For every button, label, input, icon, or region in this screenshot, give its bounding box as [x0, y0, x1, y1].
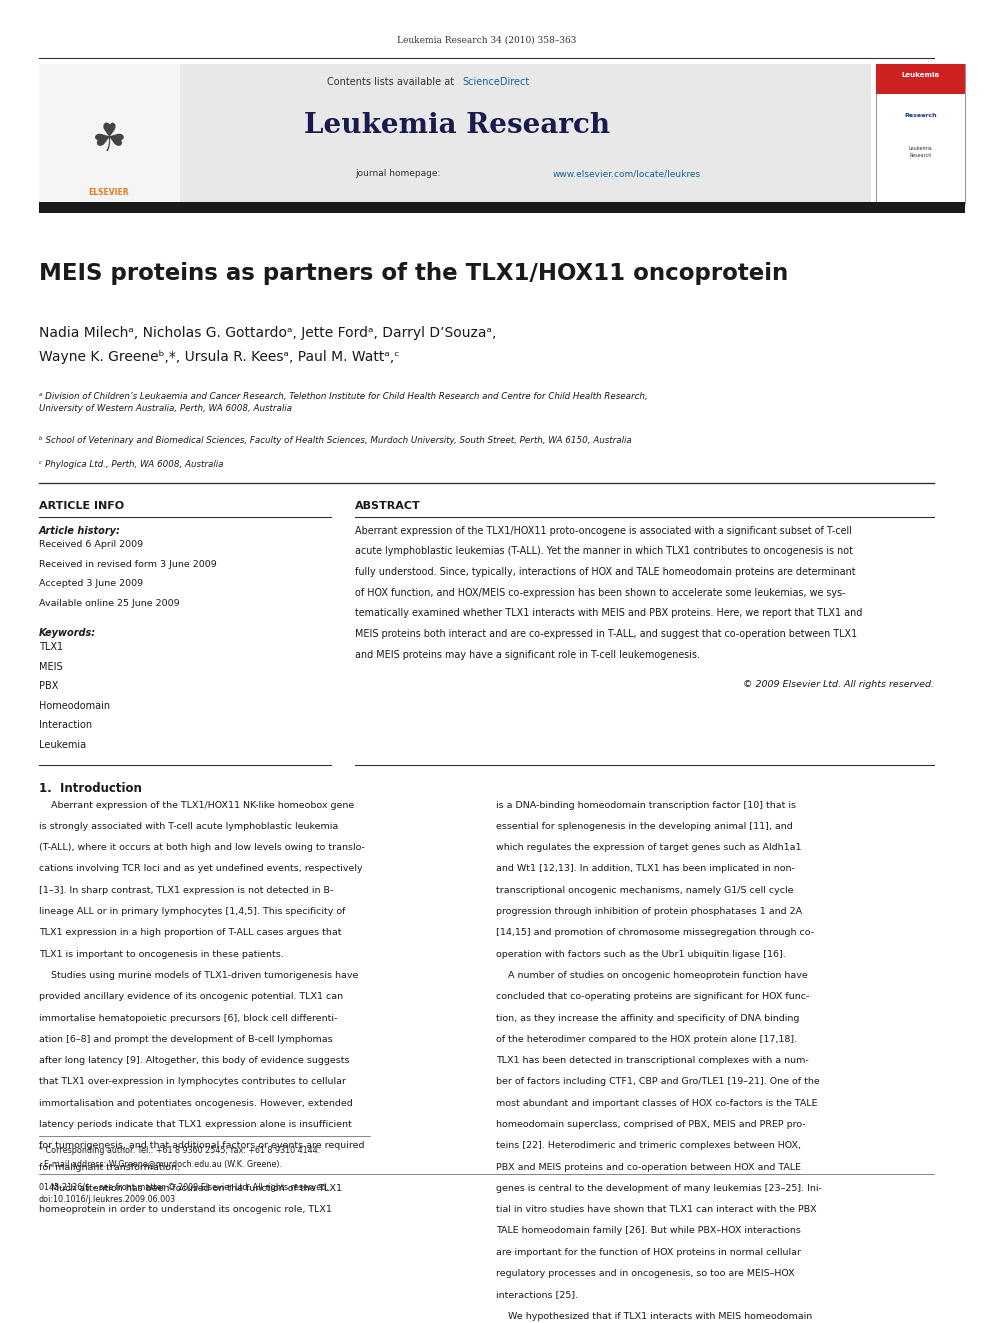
- Text: * Corresponding author. Tel.: +61 8 9360 2545; fax: +61 8 9310 4144.
  E-mail ad: * Corresponding author. Tel.: +61 8 9360…: [39, 1146, 320, 1168]
- Text: interactions [25].: interactions [25].: [496, 1290, 578, 1299]
- Text: Homeodomain: Homeodomain: [39, 701, 110, 710]
- Text: Received in revised form 3 June 2009: Received in revised form 3 June 2009: [39, 560, 216, 569]
- Text: concluded that co-operating proteins are significant for HOX func-: concluded that co-operating proteins are…: [496, 992, 809, 1002]
- Text: Research: Research: [904, 112, 936, 118]
- Text: ation [6–8] and prompt the development of B-cell lymphomas: ation [6–8] and prompt the development o…: [39, 1035, 332, 1044]
- Text: ᵇ School of Veterinary and Biomedical Sciences, Faculty of Health Sciences, Murd: ᵇ School of Veterinary and Biomedical Sc…: [39, 435, 632, 445]
- Text: and MEIS proteins may have a significant role in T-cell leukemogenesis.: and MEIS proteins may have a significant…: [355, 650, 700, 660]
- Text: www.elsevier.com/locate/leukres: www.elsevier.com/locate/leukres: [553, 169, 700, 179]
- Text: Accepted 3 June 2009: Accepted 3 June 2009: [39, 579, 143, 589]
- Text: ScienceDirect: ScienceDirect: [462, 77, 530, 86]
- FancyBboxPatch shape: [876, 65, 965, 94]
- Text: journal homepage:: journal homepage:: [355, 169, 443, 179]
- Text: for malignant transformation.: for malignant transformation.: [39, 1163, 180, 1172]
- FancyBboxPatch shape: [876, 65, 965, 205]
- Text: ᵃ Division of Children’s Leukaemia and Cancer Research, Telethon Institute for C: ᵃ Division of Children’s Leukaemia and C…: [39, 392, 648, 413]
- Text: TLX1 has been detected in transcriptional complexes with a num-: TLX1 has been detected in transcriptiona…: [496, 1056, 808, 1065]
- Text: Much attention has been focused on the function of the TLX1: Much attention has been focused on the f…: [39, 1184, 342, 1193]
- FancyBboxPatch shape: [39, 202, 965, 213]
- Text: homeodomain superclass, comprised of PBX, MEIS and PREP pro-: homeodomain superclass, comprised of PBX…: [496, 1121, 806, 1129]
- Text: ᶜ Phylogica Ltd., Perth, WA 6008, Australia: ᶜ Phylogica Ltd., Perth, WA 6008, Austra…: [39, 460, 223, 468]
- Text: tion, as they increase the affinity and specificity of DNA binding: tion, as they increase the affinity and …: [496, 1013, 800, 1023]
- Text: We hypothesized that if TLX1 interacts with MEIS homeodomain: We hypothesized that if TLX1 interacts w…: [496, 1311, 812, 1320]
- Text: ARTICLE INFO: ARTICLE INFO: [39, 501, 124, 511]
- Text: operation with factors such as the Ubr1 ubiquitin ligase [16].: operation with factors such as the Ubr1 …: [496, 950, 786, 959]
- Text: latency periods indicate that TLX1 expression alone is insufficient: latency periods indicate that TLX1 expre…: [39, 1121, 351, 1129]
- Text: immortalisation and potentiates oncogenesis. However, extended: immortalisation and potentiates oncogene…: [39, 1098, 353, 1107]
- Text: TLX1 expression in a high proportion of T-ALL cases argues that: TLX1 expression in a high proportion of …: [39, 929, 341, 938]
- Text: Leukemia: Leukemia: [39, 740, 86, 750]
- Text: TLX1 is important to oncogenesis in these patients.: TLX1 is important to oncogenesis in thes…: [39, 950, 284, 959]
- Text: MEIS proteins as partners of the TLX1/HOX11 oncoprotein: MEIS proteins as partners of the TLX1/HO…: [39, 262, 789, 284]
- Text: A number of studies on oncogenic homeoprotein function have: A number of studies on oncogenic homeopr…: [496, 971, 807, 980]
- Text: MEIS proteins both interact and are co-expressed in T-ALL, and suggest that co-o: MEIS proteins both interact and are co-e…: [355, 628, 857, 639]
- Text: Wayne K. Greeneᵇ,*, Ursula R. Keesᵃ, Paul M. Wattᵃ,ᶜ: Wayne K. Greeneᵇ,*, Ursula R. Keesᵃ, Pau…: [39, 351, 400, 364]
- Text: Nadia Milechᵃ, Nicholas G. Gottardoᵃ, Jette Fordᵃ, Darryl D’Souzaᵃ,: Nadia Milechᵃ, Nicholas G. Gottardoᵃ, Je…: [39, 325, 496, 340]
- Text: Article history:: Article history:: [39, 525, 121, 536]
- Text: is strongly associated with T-cell acute lymphoblastic leukemia: is strongly associated with T-cell acute…: [39, 822, 338, 831]
- Text: essential for splenogenesis in the developing animal [11], and: essential for splenogenesis in the devel…: [496, 822, 793, 831]
- Text: homeoprotein in order to understand its oncogenic role, TLX1: homeoprotein in order to understand its …: [39, 1205, 331, 1215]
- Text: transcriptional oncogenic mechanisms, namely G1/S cell cycle: transcriptional oncogenic mechanisms, na…: [496, 886, 794, 894]
- Text: progression through inhibition of protein phosphatases 1 and 2A: progression through inhibition of protei…: [496, 908, 803, 916]
- Text: after long latency [9]. Altogether, this body of evidence suggests: after long latency [9]. Altogether, this…: [39, 1056, 349, 1065]
- Text: Leukemia: Leukemia: [902, 73, 939, 78]
- Text: Interaction: Interaction: [39, 720, 92, 730]
- Text: [1–3]. In sharp contrast, TLX1 expression is not detected in B-: [1–3]. In sharp contrast, TLX1 expressio…: [39, 886, 333, 894]
- Text: PBX and MEIS proteins and co-operation between HOX and TALE: PBX and MEIS proteins and co-operation b…: [496, 1163, 802, 1172]
- Text: which regulates the expression of target genes such as Aldh1a1: which regulates the expression of target…: [496, 843, 802, 852]
- Text: [14,15] and promotion of chromosome missegregation through co-: [14,15] and promotion of chromosome miss…: [496, 929, 814, 938]
- Text: of HOX function, and HOX/MEIS co-expression has been shown to accelerate some le: of HOX function, and HOX/MEIS co-express…: [355, 587, 846, 598]
- Text: for tumorigenesis, and that additional factors or events are required: for tumorigenesis, and that additional f…: [39, 1142, 364, 1150]
- Text: Received 6 April 2009: Received 6 April 2009: [39, 540, 143, 549]
- FancyBboxPatch shape: [39, 65, 871, 205]
- Text: Available online 25 June 2009: Available online 25 June 2009: [39, 598, 180, 607]
- Text: Keywords:: Keywords:: [39, 628, 96, 638]
- Text: ELSEVIER: ELSEVIER: [88, 188, 129, 197]
- Text: 0145-2126/$ – see front matter © 2009 Elsevier Ltd. All rights reserved.
doi:10.: 0145-2126/$ – see front matter © 2009 El…: [39, 1183, 328, 1204]
- Text: genes is central to the development of many leukemias [23–25]. Ini-: genes is central to the development of m…: [496, 1184, 822, 1193]
- Text: MEIS: MEIS: [39, 662, 62, 672]
- Text: fully understood. Since, typically, interactions of HOX and TALE homeodomain pro: fully understood. Since, typically, inte…: [355, 568, 855, 577]
- Text: TALE homeodomain family [26]. But while PBX–HOX interactions: TALE homeodomain family [26]. But while …: [496, 1226, 801, 1236]
- Text: ABSTRACT: ABSTRACT: [355, 501, 421, 511]
- Text: and Wt1 [12,13]. In addition, TLX1 has been implicated in non-: and Wt1 [12,13]. In addition, TLX1 has b…: [496, 864, 795, 873]
- Text: tematically examined whether TLX1 interacts with MEIS and PBX proteins. Here, we: tematically examined whether TLX1 intera…: [355, 609, 862, 618]
- Text: immortalise hematopoietic precursors [6], block cell differenti-: immortalise hematopoietic precursors [6]…: [39, 1013, 337, 1023]
- Text: ☘: ☘: [91, 120, 126, 159]
- Text: PBX: PBX: [39, 681, 59, 692]
- Text: regulatory processes and in oncogenesis, so too are MEIS–HOX: regulatory processes and in oncogenesis,…: [496, 1269, 795, 1278]
- Text: Aberrant expression of the TLX1/HOX11 NK-like homeobox gene: Aberrant expression of the TLX1/HOX11 NK…: [39, 800, 354, 810]
- Text: (T-ALL), where it occurs at both high and low levels owing to translo-: (T-ALL), where it occurs at both high an…: [39, 843, 365, 852]
- Text: is a DNA-binding homeodomain transcription factor [10] that is: is a DNA-binding homeodomain transcripti…: [496, 800, 797, 810]
- Text: are important for the function of HOX proteins in normal cellular: are important for the function of HOX pr…: [496, 1248, 802, 1257]
- Text: cations involving TCR loci and as yet undefined events, respectively: cations involving TCR loci and as yet un…: [39, 864, 362, 873]
- Text: that TLX1 over-expression in lymphocytes contributes to cellular: that TLX1 over-expression in lymphocytes…: [39, 1077, 346, 1086]
- Text: Leukemia Research 34 (2010) 358–363: Leukemia Research 34 (2010) 358–363: [397, 36, 576, 45]
- Text: Leukemia Research: Leukemia Research: [305, 112, 610, 139]
- Text: acute lymphoblastic leukemias (T-ALL). Yet the manner in which TLX1 contributes : acute lymphoblastic leukemias (T-ALL). Y…: [355, 546, 853, 556]
- FancyBboxPatch shape: [39, 65, 180, 205]
- Text: Leukemia
Research: Leukemia Research: [909, 147, 932, 157]
- Text: of the heterodimer compared to the HOX protein alone [17,18].: of the heterodimer compared to the HOX p…: [496, 1035, 798, 1044]
- Text: © 2009 Elsevier Ltd. All rights reserved.: © 2009 Elsevier Ltd. All rights reserved…: [743, 680, 933, 689]
- Text: teins [22]. Heterodimeric and trimeric complexes between HOX,: teins [22]. Heterodimeric and trimeric c…: [496, 1142, 802, 1150]
- Text: tial in vitro studies have shown that TLX1 can interact with the PBX: tial in vitro studies have shown that TL…: [496, 1205, 816, 1215]
- Text: Studies using murine models of TLX1-driven tumorigenesis have: Studies using murine models of TLX1-driv…: [39, 971, 358, 980]
- Text: Contents lists available at: Contents lists available at: [327, 77, 457, 86]
- Text: most abundant and important classes of HOX co-factors is the TALE: most abundant and important classes of H…: [496, 1098, 817, 1107]
- Text: ber of factors including CTF1, CBP and Gro/TLE1 [19–21]. One of the: ber of factors including CTF1, CBP and G…: [496, 1077, 819, 1086]
- Text: Aberrant expression of the TLX1/HOX11 proto-oncogene is associated with a signif: Aberrant expression of the TLX1/HOX11 pr…: [355, 525, 852, 536]
- Text: TLX1: TLX1: [39, 643, 63, 652]
- Text: lineage ALL or in primary lymphocytes [1,4,5]. This specificity of: lineage ALL or in primary lymphocytes [1…: [39, 908, 345, 916]
- Text: provided ancillary evidence of its oncogenic potential. TLX1 can: provided ancillary evidence of its oncog…: [39, 992, 343, 1002]
- Text: 1.  Introduction: 1. Introduction: [39, 782, 142, 795]
